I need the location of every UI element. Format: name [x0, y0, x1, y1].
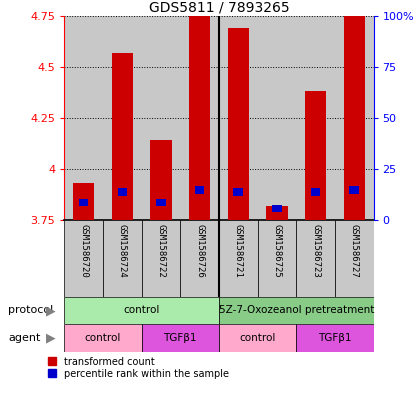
Text: protocol: protocol	[8, 305, 54, 316]
Text: control: control	[239, 333, 276, 343]
Bar	[64, 220, 103, 297]
Bar	[335, 16, 374, 220]
Bar	[258, 16, 296, 220]
Bar	[103, 220, 142, 297]
Bar	[112, 53, 133, 220]
Bar	[64, 324, 142, 352]
Bar	[195, 186, 204, 193]
Bar	[305, 91, 326, 220]
Text: GSM1586723: GSM1586723	[311, 224, 320, 278]
Legend: transformed count, percentile rank within the sample: transformed count, percentile rank withi…	[49, 356, 229, 378]
Text: GSM1586726: GSM1586726	[195, 224, 204, 278]
Text: control: control	[123, 305, 160, 316]
Bar	[266, 206, 288, 220]
Bar	[234, 188, 243, 196]
Bar	[311, 188, 320, 196]
Text: ▶: ▶	[46, 331, 56, 345]
Bar	[142, 324, 219, 352]
Bar	[180, 16, 219, 220]
Text: GSM1586722: GSM1586722	[156, 224, 166, 278]
Bar	[150, 140, 171, 220]
Bar	[296, 220, 335, 297]
Bar	[219, 324, 296, 352]
Text: GSM1586725: GSM1586725	[272, 224, 281, 278]
Bar	[79, 198, 88, 206]
Text: GSM1586724: GSM1586724	[118, 224, 127, 278]
Bar	[103, 16, 142, 220]
Bar	[219, 297, 374, 324]
Text: 5Z-7-Oxozeanol pretreatment: 5Z-7-Oxozeanol pretreatment	[219, 305, 374, 316]
Text: TGFβ1: TGFβ1	[164, 333, 197, 343]
Text: GSM1586720: GSM1586720	[79, 224, 88, 278]
Bar	[335, 220, 374, 297]
Bar	[142, 220, 180, 297]
Bar	[189, 16, 210, 220]
Text: control: control	[85, 333, 121, 343]
Bar	[296, 16, 335, 220]
Bar	[180, 220, 219, 297]
Bar	[296, 324, 374, 352]
Bar	[349, 186, 359, 193]
Text: TGFβ1: TGFβ1	[318, 333, 352, 343]
Text: GSM1586727: GSM1586727	[350, 224, 359, 278]
Text: ▶: ▶	[46, 304, 56, 317]
Title: GDS5811 / 7893265: GDS5811 / 7893265	[149, 0, 289, 15]
Bar	[344, 16, 365, 220]
Bar	[219, 220, 258, 297]
Bar	[142, 16, 180, 220]
Bar	[258, 220, 296, 297]
Bar	[73, 183, 94, 220]
Bar	[117, 188, 127, 196]
Bar	[64, 16, 103, 220]
Bar	[272, 205, 282, 212]
Bar	[227, 28, 249, 220]
Text: agent: agent	[8, 333, 41, 343]
Bar	[156, 198, 166, 206]
Bar	[64, 297, 219, 324]
Text: GSM1586721: GSM1586721	[234, 224, 243, 278]
Bar	[219, 16, 258, 220]
